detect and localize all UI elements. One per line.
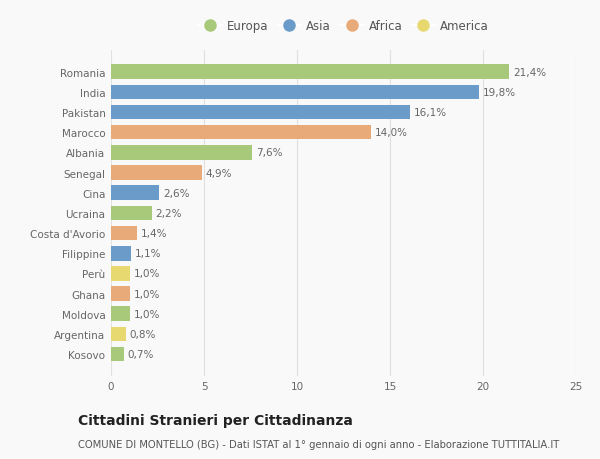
Text: 21,4%: 21,4% (513, 67, 546, 78)
Bar (111, 287, 130, 301)
Bar (111, 226, 137, 241)
Bar (111, 85, 479, 100)
Bar (111, 146, 253, 160)
Bar (111, 126, 371, 140)
Text: 0,8%: 0,8% (130, 329, 156, 339)
Text: 1,0%: 1,0% (133, 269, 160, 279)
Text: 1,4%: 1,4% (141, 229, 167, 239)
Text: 1,0%: 1,0% (133, 309, 160, 319)
Bar (111, 327, 126, 341)
Text: 4,9%: 4,9% (206, 168, 232, 178)
Text: 1,0%: 1,0% (133, 289, 160, 299)
Text: 16,1%: 16,1% (414, 108, 448, 118)
Bar (111, 267, 130, 281)
Bar (111, 65, 509, 80)
Bar (111, 166, 202, 180)
Bar (111, 106, 410, 120)
Text: 0,7%: 0,7% (128, 349, 154, 359)
Text: 14,0%: 14,0% (375, 128, 408, 138)
Bar (111, 186, 160, 201)
Text: 7,6%: 7,6% (256, 148, 283, 158)
Bar (111, 347, 124, 362)
Text: Cittadini Stranieri per Cittadinanza: Cittadini Stranieri per Cittadinanza (78, 414, 353, 428)
Text: 1,1%: 1,1% (135, 249, 161, 259)
Bar (111, 206, 152, 221)
Bar (111, 307, 130, 321)
Text: 19,8%: 19,8% (483, 88, 516, 98)
Text: COMUNE DI MONTELLO (BG) - Dati ISTAT al 1° gennaio di ogni anno - Elaborazione T: COMUNE DI MONTELLO (BG) - Dati ISTAT al … (78, 440, 559, 449)
Bar (111, 246, 131, 261)
Legend: Europa, Asia, Africa, America: Europa, Asia, Africa, America (196, 17, 491, 35)
Text: 2,6%: 2,6% (163, 188, 190, 198)
Text: 2,2%: 2,2% (155, 208, 182, 218)
